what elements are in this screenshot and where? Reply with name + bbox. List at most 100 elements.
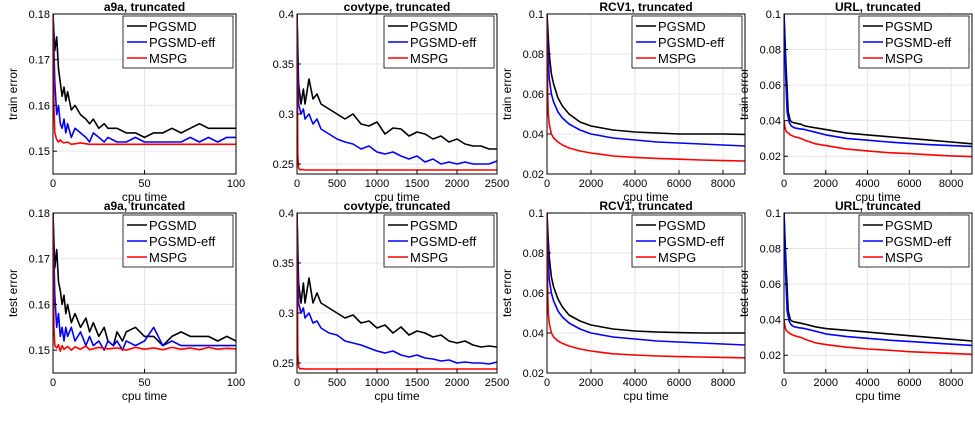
x-tick-label: 2000 xyxy=(814,178,838,190)
series-line-pgsmd-eff xyxy=(547,14,745,147)
x-tick-label: 0 xyxy=(544,178,550,190)
x-tick-label: 500 xyxy=(328,377,346,389)
x-axis-label: cpu time xyxy=(374,190,420,204)
y-tick-label: 0.08 xyxy=(760,45,781,57)
y-tick-label: 0.35 xyxy=(273,258,294,270)
y-tick-label: 0.04 xyxy=(760,315,781,327)
legend-label-pgsmd-eff: PGSMD-eff xyxy=(410,234,477,249)
chart-title: URL, truncated xyxy=(835,199,921,213)
series-line-pgsmd xyxy=(547,14,745,136)
legend-label-mspg: MSPG xyxy=(658,51,696,66)
x-tick-label: 6000 xyxy=(897,377,921,389)
chart-title: RCV1, truncated xyxy=(599,0,692,14)
x-tick-label: 100 xyxy=(227,377,245,389)
x-tick-label: 2000 xyxy=(579,377,603,389)
chart-panel-2: 0 500 1000 1500 2000 2500 0.25 0.3 0.35 0.4 covtyp… xyxy=(273,0,510,204)
y-tick-label: 0.16 xyxy=(29,100,50,112)
x-tick-label: 4000 xyxy=(855,178,879,190)
series-line-mspg xyxy=(784,120,972,158)
legend-label-mspg: MSPG xyxy=(149,51,187,66)
legend-label-mspg: MSPG xyxy=(885,250,923,265)
legend-label-mspg: MSPG xyxy=(149,250,187,265)
x-tick-label: 1000 xyxy=(365,377,389,389)
x-tick-label: 8000 xyxy=(939,377,963,389)
x-tick-label: 6000 xyxy=(667,178,691,190)
series-line-pgsmd xyxy=(297,14,497,150)
series-line-mspg xyxy=(547,213,745,359)
axes-box xyxy=(783,212,973,374)
legend-label-pgsmd-eff: PGSMD-eff xyxy=(658,35,725,50)
x-tick-label: 0 xyxy=(781,178,787,190)
y-tick-label: 0.04 xyxy=(523,129,544,141)
series-line-mspg xyxy=(53,213,236,352)
series-line-pgsmd xyxy=(784,14,972,145)
chart-panel-1: 0 50 100 0.15 0.16 0.17 0.18 a9a, truncated cpu … xyxy=(6,0,245,204)
x-tick-label: 0 xyxy=(50,178,56,190)
y-tick-label: 0.15 xyxy=(29,345,50,357)
y-tick-label: 0.4 xyxy=(279,9,294,21)
x-tick-label: 1500 xyxy=(405,377,429,389)
x-tick-label: 50 xyxy=(138,377,150,389)
y-tick-label: 0.25 xyxy=(273,358,294,370)
series-line-pgsmd-eff xyxy=(53,213,236,351)
x-tick-label: 500 xyxy=(328,178,346,190)
y-tick-label: 0.1 xyxy=(766,208,781,220)
series-line-pgsmd-eff xyxy=(547,213,745,346)
chart-title: a9a, truncated xyxy=(104,199,185,213)
y-tick-label: 0.04 xyxy=(760,116,781,128)
y-tick-label: 0.18 xyxy=(29,9,50,21)
y-tick-label: 0.1 xyxy=(529,9,544,21)
x-axis-label: cpu time xyxy=(122,389,168,403)
legend-label-pgsmd: PGSMD xyxy=(885,218,933,233)
x-tick-label: 4000 xyxy=(623,377,647,389)
y-axis-label: test error xyxy=(500,269,514,317)
x-tick-label: 8000 xyxy=(711,377,735,389)
series-line-pgsmd-eff xyxy=(784,213,972,347)
series-line-pgsmd xyxy=(53,14,236,139)
series-line-pgsmd xyxy=(53,213,236,347)
x-tick-label: 8000 xyxy=(711,178,735,190)
x-tick-label: 6000 xyxy=(897,178,921,190)
series-line-mspg xyxy=(297,14,497,171)
legend-label-pgsmd: PGSMD xyxy=(410,19,458,34)
series-line-pgsmd xyxy=(784,213,972,342)
legend-label-pgsmd: PGSMD xyxy=(410,218,458,233)
y-tick-label: 0.35 xyxy=(273,59,294,71)
figure: 0 50 100 0.15 0.16 0.17 0.18 a9a, truncated cpu … xyxy=(6,0,973,403)
y-tick-label: 0.25 xyxy=(273,159,294,171)
series-line-pgsmd xyxy=(297,213,497,348)
chart-title: RCV1, truncated xyxy=(599,199,692,213)
legend-label-mspg: MSPG xyxy=(885,51,923,66)
series-line-pgsmd-eff xyxy=(297,213,497,365)
x-tick-label: 2000 xyxy=(445,377,469,389)
chart-panel-4: 0 2000 4000 6000 8000 0.02 0.04 0.06 0.08 0.1 URL,… xyxy=(737,0,973,204)
x-tick-label: 0 xyxy=(781,377,787,389)
x-tick-label: 1000 xyxy=(365,178,389,190)
axes-box xyxy=(296,212,498,374)
y-tick-label: 0.06 xyxy=(523,89,544,101)
y-axis-label: test error xyxy=(6,269,20,317)
y-tick-label: 0.06 xyxy=(760,279,781,291)
x-tick-label: 0 xyxy=(294,377,300,389)
y-tick-label: 0.3 xyxy=(279,308,294,320)
y-tick-label: 0.02 xyxy=(523,368,544,380)
x-tick-label: 4000 xyxy=(855,377,879,389)
legend-label-mspg: MSPG xyxy=(658,250,696,265)
legend-label-pgsmd-eff: PGSMD-eff xyxy=(658,234,725,249)
y-tick-label: 0.18 xyxy=(29,208,50,220)
y-axis-label: train error xyxy=(6,68,20,120)
legend-label-mspg: MSPG xyxy=(410,51,448,66)
series-line-pgsmd-eff xyxy=(297,14,497,165)
legend-label-pgsmd: PGSMD xyxy=(658,19,706,34)
chart-title: covtype, truncated xyxy=(344,0,451,14)
series-line-mspg xyxy=(784,319,972,356)
y-tick-label: 0.17 xyxy=(29,55,50,67)
x-tick-label: 8000 xyxy=(939,178,963,190)
x-tick-label: 2500 xyxy=(485,377,509,389)
chart-panel-8: 0 2000 4000 6000 8000 0.02 0.04 0.06 0.08 0.1 URL,… xyxy=(737,199,973,403)
